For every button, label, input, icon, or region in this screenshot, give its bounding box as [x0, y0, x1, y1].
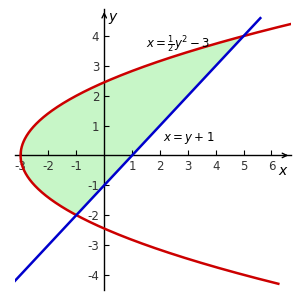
- Text: $x = \frac{1}{2}y^2-3$: $x = \frac{1}{2}y^2-3$: [146, 33, 210, 55]
- Text: $y$: $y$: [108, 11, 119, 26]
- Text: $x$: $x$: [278, 164, 288, 178]
- Text: $x = y+1$: $x = y+1$: [163, 130, 214, 146]
